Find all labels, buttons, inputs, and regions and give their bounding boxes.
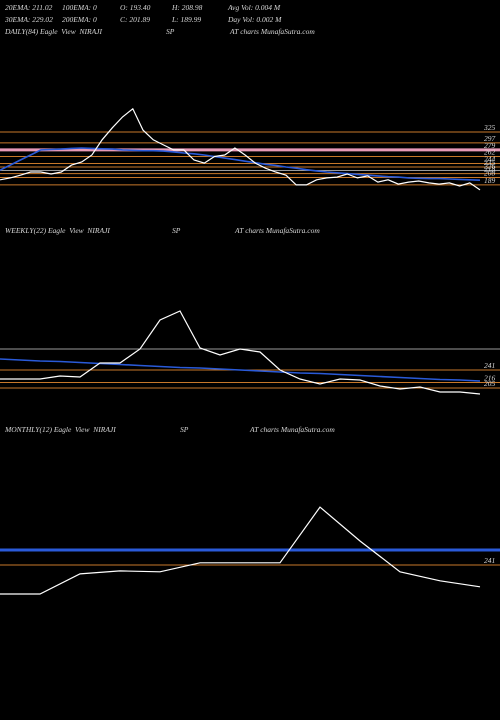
price-line <box>0 147 481 181</box>
level-label: 325 <box>483 123 496 132</box>
indicator-text: 30EMA: 229.02 <box>4 15 53 24</box>
panel-title: SP <box>180 425 189 434</box>
level-label: 189 <box>484 176 496 185</box>
indicator-text: 100EMA: 0 <box>62 3 97 12</box>
panel-title: SP <box>166 27 175 36</box>
level-label: 262 <box>484 148 496 157</box>
price-line <box>0 358 481 382</box>
price-line <box>0 506 481 595</box>
level-label: 208 <box>484 168 496 177</box>
panel-title: AT charts MunafaSutra.com <box>234 226 320 235</box>
level-label: 297 <box>484 134 496 143</box>
panel-title: WEEKLY(22) Eagle View NIRAJI <box>5 226 110 235</box>
indicator-text: Avg Vol: 0.004 M <box>227 3 281 12</box>
level-label: 279 <box>484 141 496 150</box>
level-label: 205 <box>484 379 496 388</box>
panel-title: DAILY(84) Eagle View NIRAJI <box>4 27 102 36</box>
level-label: 244 <box>484 155 496 164</box>
indicator-text: L: 189.99 <box>171 15 201 24</box>
panel-title: MONTHLY(12) Eagle View NIRAJI <box>4 425 116 434</box>
panel-title: AT charts MunafaSutra.com <box>249 425 335 434</box>
indicator-text: O: 193.40 <box>120 3 151 12</box>
price-line <box>0 107 481 191</box>
level-label: 218 <box>484 165 496 174</box>
indicator-text: H: 208.98 <box>171 3 203 12</box>
panel-title: AT charts MunafaSutra.com <box>229 27 315 36</box>
level-label: 241 <box>484 556 495 565</box>
indicator-text: 200EMA: 0 <box>62 15 97 24</box>
level-label: 226 <box>484 161 496 170</box>
level-label: 241 <box>484 361 495 370</box>
indicator-text: C: 201.89 <box>120 15 150 24</box>
level-label: 235 <box>484 158 496 167</box>
panel-title: SP <box>172 226 181 235</box>
level-label: 216 <box>484 374 496 383</box>
indicator-text: Day Vol: 0.002 M <box>227 15 282 24</box>
price-line <box>0 310 481 395</box>
indicator-text: 20EMA: 211.02 <box>5 3 53 12</box>
